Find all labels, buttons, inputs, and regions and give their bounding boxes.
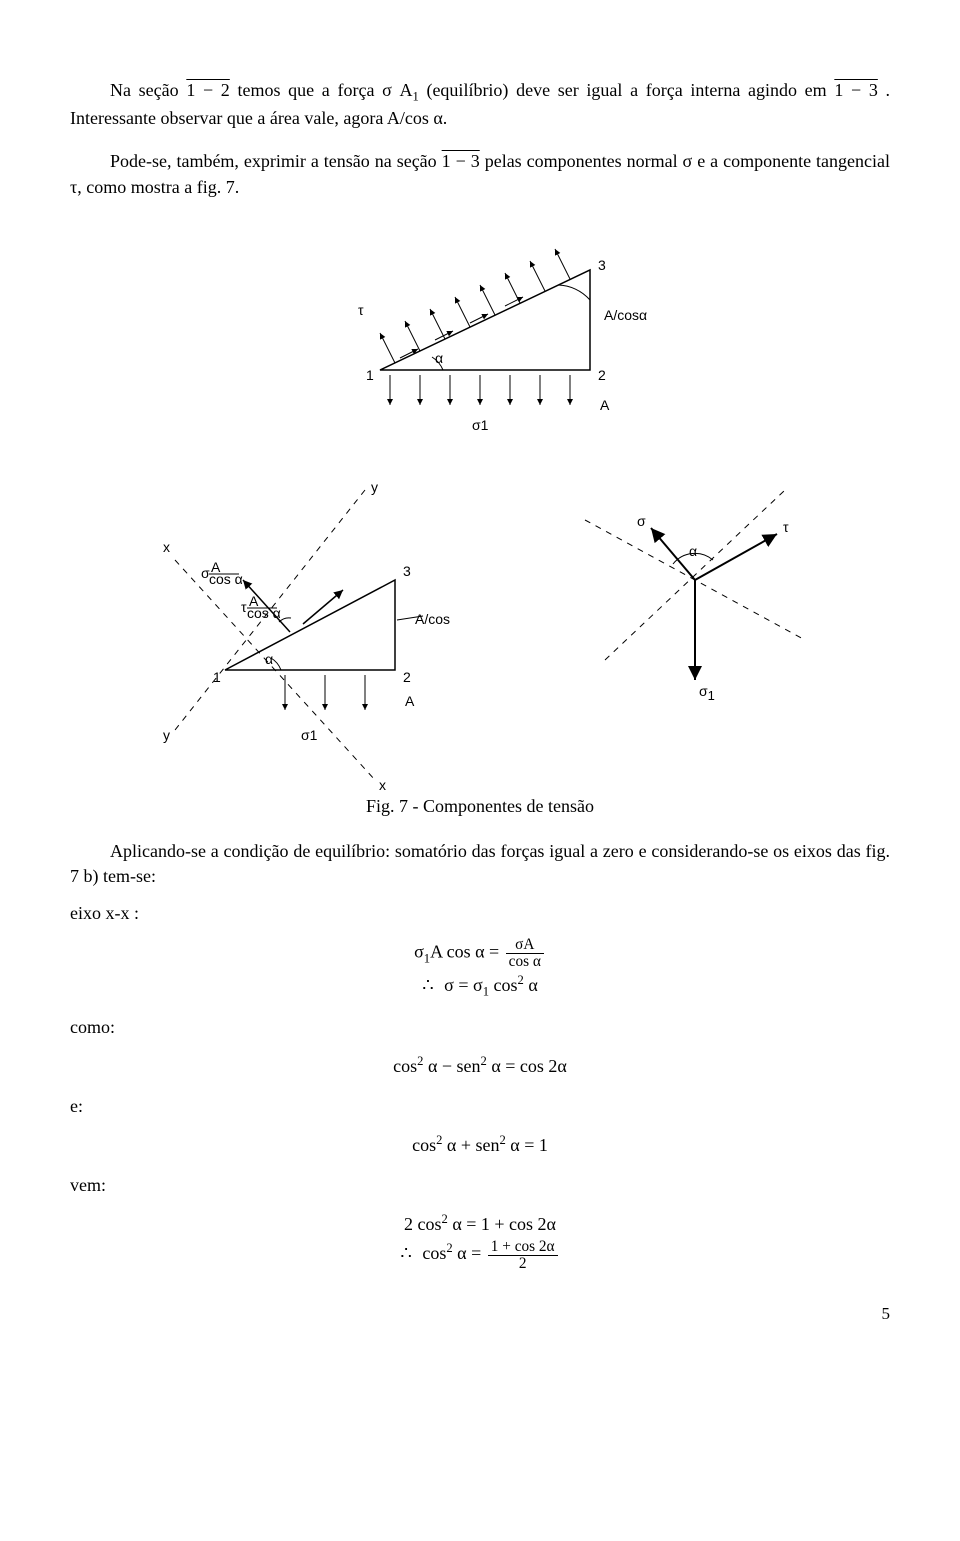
- eq1-frac-den: cos α: [506, 954, 544, 970]
- fig2-label-three: 3: [403, 563, 411, 579]
- paragraph-2: Pode-se, também, exprimir a tensão na se…: [70, 149, 890, 199]
- paragraph-3: Aplicando-se a condição de equilíbrio: s…: [70, 839, 890, 889]
- equation-5: 2 cos2 α = 1 + cos 2α: [70, 1209, 890, 1239]
- p1-sub-1: 1: [412, 90, 418, 104]
- eq3-a: cos: [393, 1056, 417, 1076]
- figure-caption: Fig. 7 - Componentes de tensão: [70, 794, 890, 819]
- eq2-c: α: [524, 975, 538, 995]
- eq1-fraction: σA cos α: [506, 937, 544, 970]
- eq6-frac-den: 2: [488, 1256, 558, 1272]
- equation-4: cos2 α + sen2 α = 1: [70, 1130, 890, 1160]
- fig1-label-three: 3: [598, 257, 606, 273]
- eq6-frac-num: 1 + cos 2α: [488, 1239, 558, 1256]
- eq1-sigma: σ: [414, 941, 424, 961]
- eq4-b: α + sen: [442, 1135, 499, 1155]
- equation-3: cos2 α − sen2 α = cos 2α: [70, 1051, 890, 1081]
- fig1-label-alpha: α: [435, 350, 443, 366]
- fig1-label-tau: τ: [358, 302, 364, 318]
- figure-row: x x y y 1 2 3 α σ A cos α τ A cos α A/co…: [70, 460, 890, 790]
- p2-overline-1: 1 − 3: [442, 151, 480, 171]
- label-e: e:: [70, 1094, 890, 1119]
- fig1-label-one: 1: [366, 367, 374, 383]
- p2-text-a: Pode-se, também, exprimir a tensão na se…: [110, 151, 442, 171]
- p1-text-a: Na seção: [110, 80, 186, 100]
- fig2-label-one: 1: [213, 669, 221, 685]
- fig2-label-alpha: α: [265, 651, 273, 667]
- equation-block-4: 2 cos2 α = 1 + cos 2α ∴ cos 2 α = 1 + cos…: [70, 1209, 890, 1272]
- fig2-label-Acos: A/cos: [415, 611, 450, 627]
- eq6-a: cos: [422, 1243, 446, 1263]
- eq5-b: α = 1 + cos 2α: [448, 1214, 556, 1234]
- eq1-rest: A cos α =: [430, 941, 504, 961]
- equation-block-2: cos2 α − sen2 α = cos 2α: [70, 1051, 890, 1081]
- fig3-label-sigma1: σ1: [699, 683, 715, 703]
- fig1-label-sigma1: σ1: [472, 417, 489, 433]
- figure-1-diagram: τ 1 2 3 α A/cosα A σ1: [300, 220, 660, 440]
- equation-6: ∴ cos 2 α = 1 + cos 2α 2: [70, 1238, 890, 1271]
- fig2-label-A: A: [405, 693, 415, 709]
- page-number: 5: [70, 1302, 890, 1326]
- fig2-label-yleft: y: [163, 727, 170, 743]
- figure-3-diagram: σ τ σ1 α: [545, 460, 845, 710]
- p1-text-b: temos que a força σ A: [237, 80, 412, 100]
- equation-block-1: σ1A cos α = σA cos α ∴ σ = σ1 cos2 α: [70, 937, 890, 1002]
- p1-overline-2: 1 − 3: [834, 80, 878, 100]
- fig1-label-acos: A/cosα: [604, 307, 647, 323]
- eq6-fraction: 1 + cos 2α 2: [488, 1239, 558, 1272]
- eq5-a: 2 cos: [404, 1214, 442, 1234]
- eq3-c: α = cos 2α: [487, 1056, 567, 1076]
- fig3-label-sigma: σ: [637, 513, 646, 529]
- eq3-b: α − sen: [423, 1056, 480, 1076]
- label-vem: vem:: [70, 1173, 890, 1198]
- eq2-a: σ = σ: [444, 975, 483, 995]
- equation-2: ∴ σ = σ1 cos2 α: [70, 970, 890, 1002]
- figure-2-diagram: x x y y 1 2 3 α σ A cos α τ A cos α A/co…: [115, 460, 505, 790]
- eq6-b: α =: [453, 1243, 486, 1263]
- fig2-label-ytop: y: [371, 479, 378, 495]
- fig2-label-sigma1: σ1: [301, 727, 318, 743]
- fig2-label-two: 2: [403, 669, 411, 685]
- label-como: como:: [70, 1015, 890, 1040]
- eq4-c: α = 1: [506, 1135, 548, 1155]
- fig2-label-xtop: x: [163, 539, 170, 555]
- fig2-label-xbot: x: [379, 777, 386, 790]
- eq2-therefore: ∴: [422, 975, 433, 995]
- p1-overline-1: 1 − 2: [186, 80, 230, 100]
- eq6-therefore: ∴: [400, 1243, 411, 1263]
- paragraph-1: Na seção 1 − 2 temos que a força σ A1 (e…: [70, 78, 890, 131]
- fig3-label-tau: τ: [783, 519, 789, 535]
- fig3-label-alpha: α: [689, 543, 697, 559]
- label-eixo: eixo x-x :: [70, 901, 890, 926]
- equation-block-3: cos2 α + sen2 α = 1: [70, 1130, 890, 1160]
- fig1-label-two: 2: [598, 367, 606, 383]
- p1-text-c: (equilíbrio) deve ser igual a força inte…: [426, 80, 834, 100]
- eq4-a: cos: [412, 1135, 436, 1155]
- fig2-label-sigma-frac-den: cos α: [209, 571, 243, 587]
- fig2-label-tau-frac-den: cos α: [247, 605, 281, 621]
- eq2-b: cos: [489, 975, 518, 995]
- eq1-frac-num: σA: [506, 937, 544, 954]
- equation-1: σ1A cos α = σA cos α: [70, 937, 890, 970]
- fig1-label-A: A: [600, 397, 610, 413]
